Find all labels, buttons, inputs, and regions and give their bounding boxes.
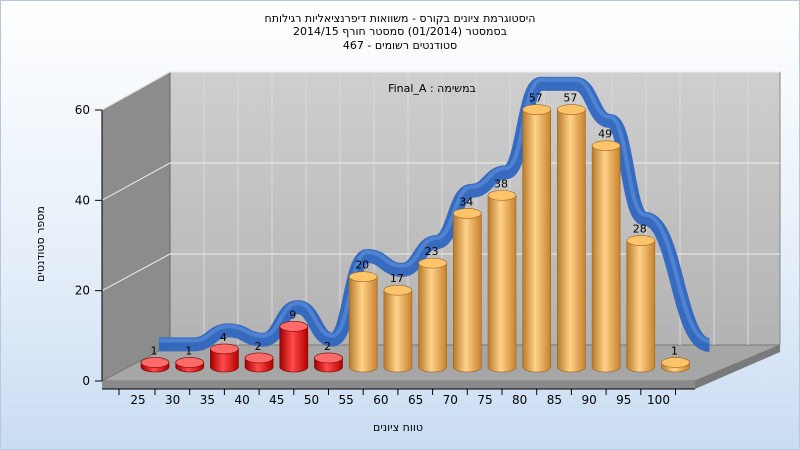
bar-top — [314, 352, 343, 364]
floor-front-edge — [102, 381, 695, 389]
bar — [591, 140, 621, 373]
x-tick-label: 100 — [647, 393, 670, 407]
bar-value-label: 28 — [633, 223, 647, 236]
left-wall — [101, 71, 171, 382]
bar — [487, 190, 517, 373]
bar-body — [522, 109, 551, 373]
grid-line — [101, 71, 780, 111]
bar-top — [626, 235, 656, 246]
chart-title-line-2: בסמסטר (01/2014) סמסטר חורף 2014/15 — [293, 25, 507, 38]
x-tick-label: 70 — [443, 393, 458, 407]
bar — [383, 284, 413, 373]
bar-value-label: 1 — [185, 344, 192, 357]
bar-top — [661, 357, 690, 368]
x-tick-label: 60 — [373, 393, 388, 407]
bar-value-label: 2 — [324, 340, 331, 353]
x-tick-label: 45 — [269, 393, 284, 407]
y-axis-title: מספר סטודנטים — [34, 206, 47, 282]
bar-value-label: 20 — [355, 259, 369, 272]
bar — [314, 352, 343, 373]
distribution-curve-highlight — [159, 77, 710, 343]
y-tick-label: 40 — [75, 193, 90, 207]
bar-value-label: 49 — [598, 128, 612, 141]
bar-body — [453, 213, 482, 373]
x-tick-label: 95 — [616, 393, 631, 407]
bar — [175, 357, 204, 373]
bar-top — [244, 352, 274, 364]
bar-value-label: 4 — [220, 331, 227, 344]
bar-top — [279, 321, 309, 332]
bar — [522, 104, 552, 373]
bar-top — [591, 140, 621, 151]
bar-top — [140, 357, 170, 368]
curve-layer — [159, 76, 712, 352]
bar-body — [418, 262, 447, 373]
bar — [452, 208, 482, 373]
x-tick-label: 90 — [581, 393, 596, 407]
bar-body — [348, 276, 378, 373]
bar — [244, 352, 274, 373]
x-tick-label: 65 — [408, 393, 423, 407]
bar-body — [591, 145, 621, 373]
bar-value-label: 1 — [151, 344, 158, 357]
bar-body — [279, 326, 309, 373]
x-tick-label: 75 — [477, 393, 492, 407]
bar-top — [522, 104, 552, 115]
x-tick-label: 55 — [339, 393, 354, 407]
y-ticks-layer: 0 20 40 60 — [75, 103, 102, 388]
series-legend: Final_A : במשימה — [388, 82, 476, 95]
x-tick-label: 85 — [547, 393, 562, 407]
y-tick-label: 0 — [82, 374, 90, 388]
chart-title-line-3: סטודנטים רשומים - 467 — [342, 39, 458, 52]
bar — [418, 257, 447, 373]
y-tick-label: 20 — [75, 284, 90, 298]
bar-top — [210, 343, 239, 355]
bar-value-label: 57 — [529, 92, 543, 105]
bar — [557, 104, 586, 373]
bars-layer: 1 1 4 2 9 2 20 17 23 34 38 57 57 49 28 1 — [140, 92, 690, 373]
bar-value-label: 38 — [494, 177, 508, 190]
bar-top — [175, 357, 204, 368]
bar-value-label: 17 — [390, 272, 404, 285]
x-tick-label: 35 — [200, 393, 215, 407]
bar-value-label: 34 — [459, 195, 473, 208]
y-tick-label: 60 — [75, 103, 90, 117]
x-tick-label: 40 — [234, 393, 249, 407]
x-tick-label: 30 — [165, 393, 180, 407]
bar — [279, 321, 309, 373]
bar-top — [348, 271, 378, 282]
bar-top — [557, 104, 586, 115]
floor-side-edge — [695, 345, 780, 389]
bar-body — [383, 289, 413, 373]
bar — [140, 357, 170, 373]
bar — [626, 235, 656, 373]
bar-body — [626, 240, 656, 373]
bar-body — [487, 195, 517, 373]
x-axis-title: טווח ציונים — [373, 421, 423, 434]
chart-title-line-1: היסטוגרמת ציונים בקורס - משוואות דיפרנצי… — [264, 12, 536, 25]
distribution-curve — [159, 76, 712, 352]
bar-value-label: 9 — [289, 308, 296, 321]
x-ticks-layer: 25 30 35 40 45 50 55 60 65 70 75 80 85 90 95 100 — [118, 389, 676, 407]
bar-value-label: 57 — [563, 92, 577, 105]
bar-body — [210, 348, 239, 373]
bar-top — [418, 257, 447, 269]
bar-value-label: 23 — [425, 245, 439, 258]
x-tick-label: 50 — [304, 393, 319, 407]
bar-value-label: 1 — [671, 344, 678, 357]
bar-top — [487, 190, 517, 201]
bar-top — [452, 208, 482, 219]
bar — [661, 357, 690, 373]
bar-top — [383, 284, 413, 296]
x-tick-label: 80 — [512, 393, 527, 407]
bar-body — [557, 109, 586, 373]
bar-value-label: 2 — [255, 340, 262, 353]
x-tick-label: 25 — [130, 393, 145, 407]
bar — [348, 271, 378, 373]
bar — [210, 343, 239, 373]
